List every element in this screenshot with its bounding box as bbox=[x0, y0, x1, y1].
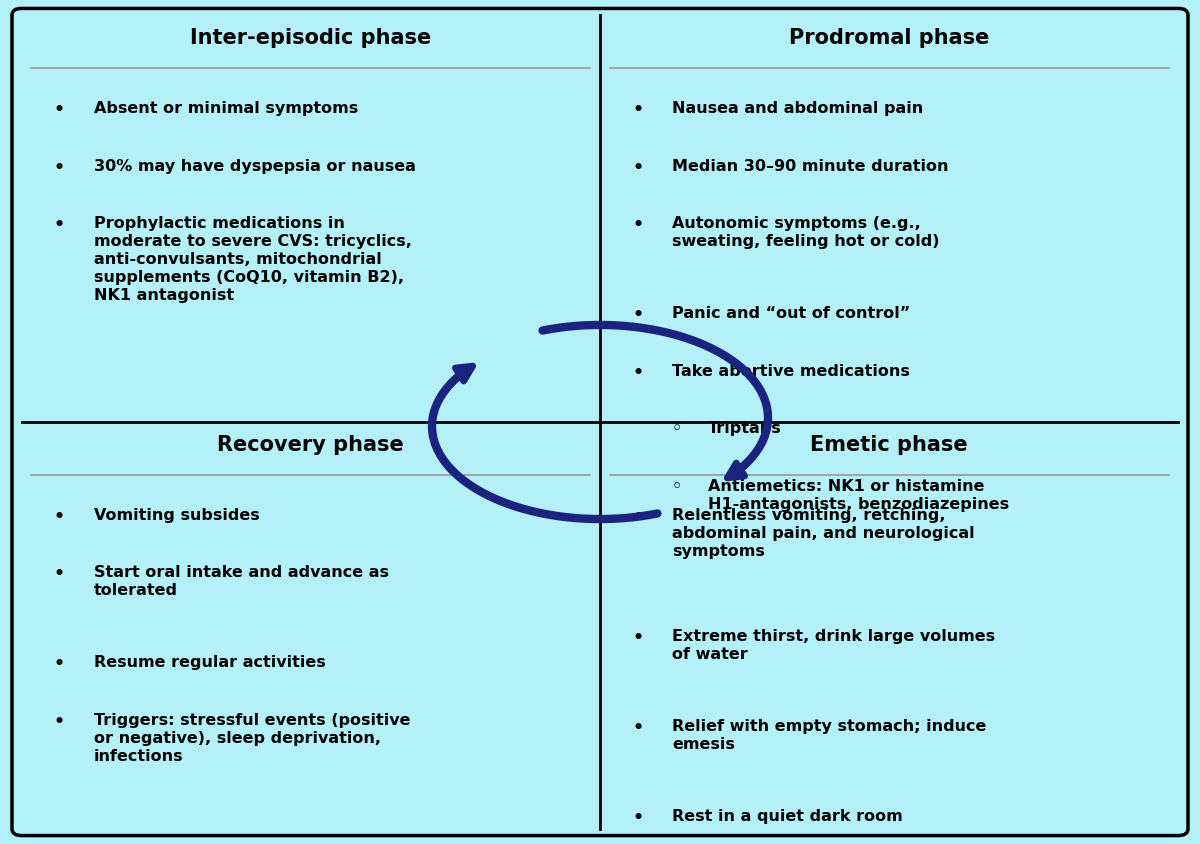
Text: Emetic phase: Emetic phase bbox=[810, 435, 968, 455]
Text: Inter-episodic phase: Inter-episodic phase bbox=[190, 28, 432, 48]
Text: Prophylactic medications in
moderate to severe CVS: tricyclics,
anti-convulsants: Prophylactic medications in moderate to … bbox=[94, 216, 412, 303]
Text: Take abortive medications: Take abortive medications bbox=[672, 364, 910, 379]
Text: Panic and “out of control”: Panic and “out of control” bbox=[672, 306, 911, 321]
Text: •: • bbox=[54, 655, 65, 674]
Text: •: • bbox=[54, 216, 65, 235]
Text: Triptans: Triptans bbox=[708, 421, 781, 436]
Text: Start oral intake and advance as
tolerated: Start oral intake and advance as tolerat… bbox=[94, 565, 389, 598]
Text: •: • bbox=[632, 101, 643, 119]
Text: •: • bbox=[54, 713, 65, 731]
Text: Relief with empty stomach; induce
emesis: Relief with empty stomach; induce emesis bbox=[672, 719, 986, 752]
Text: ◦: ◦ bbox=[672, 421, 683, 436]
Text: Resume regular activities: Resume regular activities bbox=[94, 655, 325, 670]
Text: •: • bbox=[54, 159, 65, 176]
Text: Triggers: stressful events (positive
or negative), sleep deprivation,
infections: Triggers: stressful events (positive or … bbox=[94, 713, 410, 764]
Text: •: • bbox=[632, 809, 643, 826]
Text: Absent or minimal symptoms: Absent or minimal symptoms bbox=[94, 101, 358, 116]
Text: Prodromal phase: Prodromal phase bbox=[790, 28, 989, 48]
Text: •: • bbox=[632, 306, 643, 324]
Text: •: • bbox=[632, 159, 643, 176]
Text: •: • bbox=[632, 216, 643, 235]
Text: Rest in a quiet dark room: Rest in a quiet dark room bbox=[672, 809, 902, 824]
Text: Vomiting subsides: Vomiting subsides bbox=[94, 508, 259, 522]
Text: •: • bbox=[632, 364, 643, 381]
Text: Extreme thirst, drink large volumes
of water: Extreme thirst, drink large volumes of w… bbox=[672, 630, 995, 663]
FancyBboxPatch shape bbox=[12, 8, 1188, 836]
Text: Recovery phase: Recovery phase bbox=[217, 435, 404, 455]
Text: •: • bbox=[632, 719, 643, 737]
Text: Autonomic symptoms (e.g.,
sweating, feeling hot or cold): Autonomic symptoms (e.g., sweating, feel… bbox=[672, 216, 940, 249]
Text: •: • bbox=[632, 630, 643, 647]
Text: 30% may have dyspepsia or nausea: 30% may have dyspepsia or nausea bbox=[94, 159, 415, 174]
Text: •: • bbox=[54, 508, 65, 526]
Text: ◦: ◦ bbox=[672, 479, 683, 495]
Text: Nausea and abdominal pain: Nausea and abdominal pain bbox=[672, 101, 923, 116]
Text: •: • bbox=[632, 508, 643, 526]
Text: Relentless vomiting, retching,
abdominal pain, and neurological
symptoms: Relentless vomiting, retching, abdominal… bbox=[672, 508, 974, 559]
Text: •: • bbox=[54, 101, 65, 119]
Text: Antiemetics: NK1 or histamine
H1-antagonists, benzodiazepines: Antiemetics: NK1 or histamine H1-antagon… bbox=[708, 479, 1009, 512]
Text: •: • bbox=[54, 565, 65, 583]
Text: Median 30–90 minute duration: Median 30–90 minute duration bbox=[672, 159, 948, 174]
